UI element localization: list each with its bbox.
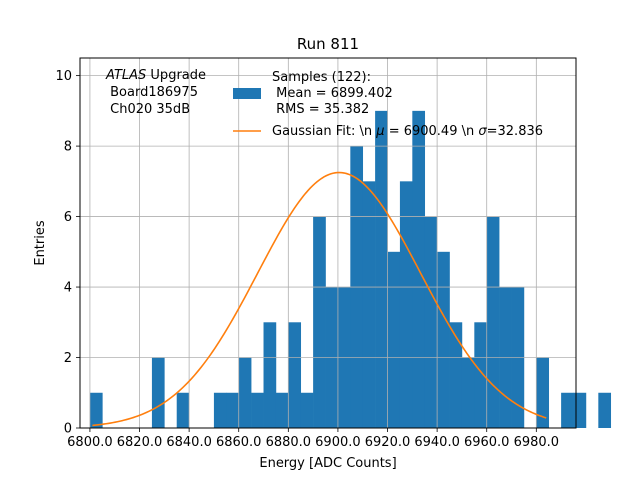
x-tick-label: 6820.0 [117,435,163,450]
x-axis-label: Energy [ADC Counts] [259,456,396,471]
x-tick-label: 6960.0 [464,435,510,450]
histogram-bar [387,251,401,428]
annotation: ATLAS Upgrade Board186975 Ch020 35dB [105,68,206,117]
histogram-bar [486,216,500,428]
annotation-line-2: Board186975 [106,85,198,100]
annotation-line-1: Upgrade [150,68,206,83]
histogram-bar [461,357,475,428]
legend-fit-label: Gaussian Fit: \n μ = 6900.49 \n σ=32.836 [272,124,543,139]
histogram-bar [536,357,550,428]
legend-samples-line-1: Samples (122): [272,70,371,85]
x-tick-label: 6900.0 [315,435,361,450]
gaussian-fit-line [92,171,547,427]
legend: Samples (122): Mean = 6899.402 RMS = 35.… [233,70,543,139]
histogram-bar [399,181,413,428]
histogram-bar [437,251,450,428]
x-tick-label: 6800.0 [67,435,113,450]
x-tick-label: 6840.0 [166,435,212,450]
y-tick-label: 2 [64,351,72,366]
grid-layer [80,58,576,429]
legend-samples-line-2: Mean = 6899.402 [272,86,393,101]
histogram-bar [176,392,190,428]
histogram-bar [474,322,488,428]
y-tick-label: 0 [64,422,72,437]
histogram-bar [226,392,240,428]
y-axis-label: Entries [33,220,48,266]
histogram-bar [424,216,438,428]
histogram-bar [561,392,574,428]
x-tick-label: 6980.0 [514,435,560,450]
histogram-bar [300,392,314,428]
annotation-line-3: Ch020 35dB [106,102,190,117]
x-tick-label: 6860.0 [216,435,262,450]
svg-text:ATLAS Upgrade: ATLAS Upgrade [105,68,206,83]
x-tick-label: 6940.0 [414,435,460,450]
annotation-atlas: ATLAS [105,68,146,83]
y-tick-label: 8 [64,140,72,155]
histogram-bar [251,392,264,428]
histogram-bar [313,216,326,428]
bars-layer [89,110,612,429]
histogram-bar [375,110,388,429]
histogram-bar [573,392,587,428]
y-tick-label: 4 [64,281,72,296]
x-tick-label: 6880.0 [266,435,312,450]
histogram-bar [89,392,103,428]
legend-samples-line-3: RMS = 35.382 [272,102,369,117]
histogram-bar [362,181,376,428]
histogram-bar [288,322,302,428]
histogram-bar [275,392,289,428]
chart-title: Run 811 [297,35,359,53]
histogram-bar [238,357,252,428]
x-tick-label: 6920.0 [365,435,411,450]
fit-layer [92,171,547,427]
y-tick-label: 6 [64,210,72,225]
legend-swatch-samples [233,88,261,99]
y-tick-label: 10 [55,69,72,84]
histogram-bar [598,392,612,428]
histogram-bar [151,357,165,428]
histogram-bar [213,392,227,428]
histogram-bar [263,322,277,428]
plot-frame [79,57,577,429]
ticks-layer: 6800.0 6820.0 6840.0 6860.0 6880.0 6900.0 6920… [55,69,559,450]
histogram-bar [449,322,463,428]
